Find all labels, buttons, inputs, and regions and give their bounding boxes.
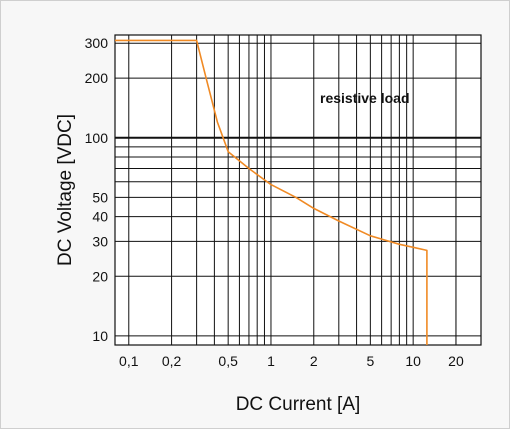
- x-tick-label: 20: [448, 353, 464, 369]
- y-tick-label: 30: [92, 233, 108, 249]
- y-tick-label: 50: [92, 189, 108, 205]
- x-tick-label: 2: [310, 353, 318, 369]
- series-line-0: [115, 39, 428, 345]
- y-tick-label: 10: [92, 328, 108, 344]
- annotation-resistive-load: resistive load: [320, 90, 410, 106]
- x-tick-label: 10: [405, 353, 421, 369]
- y-tick-label: 300: [85, 35, 109, 51]
- x-tick-label: 0,2: [162, 353, 182, 369]
- y-tick-label: 20: [92, 268, 108, 284]
- x-tick-label: 0,5: [218, 353, 238, 369]
- x-axis-title: DC Current [A]: [236, 394, 361, 415]
- tick-labels: 0,1 0,2 0,5 1 2 5 10 20 10 20 30 40 50 100 200 300: [85, 35, 464, 369]
- x-tick-label: 1: [267, 353, 275, 369]
- y-tick-label: 40: [92, 209, 108, 225]
- y-tick-label: 100: [85, 130, 109, 146]
- grid: [114, 34, 482, 346]
- plot-border: [114, 34, 482, 346]
- y-axis-title: DC Voltage [VDC]: [55, 114, 76, 266]
- y-tick-label: 200: [85, 70, 109, 86]
- x-tick-label: 0,1: [119, 353, 139, 369]
- x-tick-label: 5: [366, 353, 374, 369]
- series-group: [115, 39, 428, 345]
- plot-area: [115, 35, 481, 345]
